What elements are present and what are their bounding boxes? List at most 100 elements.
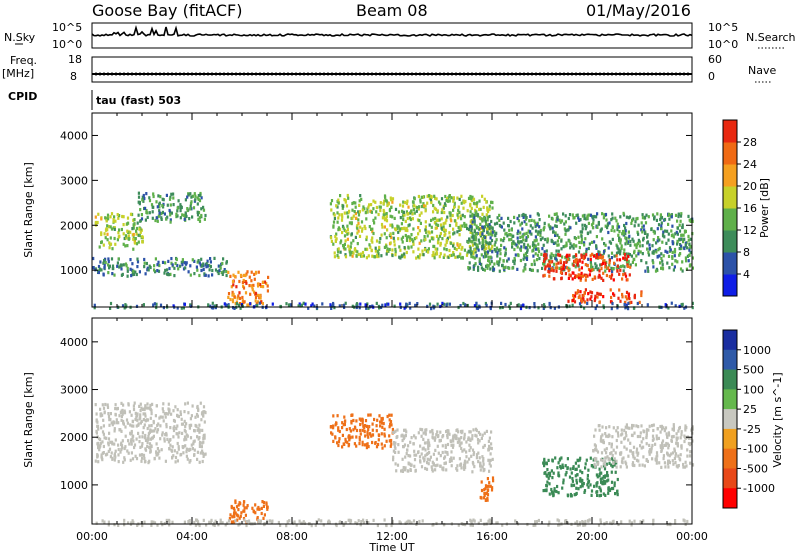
- scatter-cell: [663, 217, 667, 222]
- scatter-cell: [299, 304, 302, 308]
- scatter-cell: [480, 266, 483, 270]
- scatter-cell: [162, 306, 165, 310]
- scatter-cell: [671, 427, 674, 431]
- scatter-cell: [615, 465, 618, 469]
- scatter-cell: [415, 236, 418, 240]
- scatter-cell: [543, 257, 546, 261]
- scatter-cell: [200, 418, 203, 422]
- scatter-cell: [487, 439, 490, 443]
- scatter-cell: [112, 219, 115, 223]
- scatter-cell: [422, 456, 425, 460]
- scatter-cell: [300, 521, 303, 525]
- scatter-cell: [401, 438, 404, 443]
- scatter-cell: [678, 237, 681, 241]
- scatter-cell: [490, 430, 493, 434]
- y-tick-label: 3000: [60, 174, 88, 187]
- scatter-cell: [530, 268, 533, 272]
- scatter-cell: [430, 225, 433, 229]
- scatter-cell: [196, 196, 199, 200]
- scatter-cell: [489, 464, 492, 468]
- scatter-cell: [472, 201, 476, 205]
- scatter-cell: [341, 433, 344, 437]
- scatter-cell: [619, 465, 622, 469]
- scatter-cell: [104, 236, 107, 240]
- scatter-cell: [487, 458, 490, 462]
- scatter-cell: [332, 220, 336, 224]
- scatter-cell: [124, 445, 127, 449]
- scatter-cell: [499, 252, 502, 256]
- scatter-cell: [645, 429, 648, 433]
- scatter-cell: [130, 431, 133, 435]
- scatter-cell: [462, 463, 466, 467]
- scatter-cell: [580, 253, 583, 257]
- scatter-cell: [469, 210, 472, 214]
- scatter-cell: [533, 259, 536, 263]
- scatter-cell: [142, 412, 145, 416]
- scatter-cell: [372, 218, 375, 222]
- colorbar-tick-label: 100: [743, 383, 764, 396]
- scatter-cell: [343, 211, 346, 215]
- scatter-cell: [437, 434, 440, 439]
- scatter-cell: [156, 523, 159, 527]
- scatter-cell: [691, 425, 694, 429]
- scatter-cell: [371, 230, 374, 234]
- scatter-cell: [634, 263, 637, 267]
- scatter-cell: [407, 454, 410, 458]
- scatter-cell: [615, 438, 618, 443]
- scatter-cell: [137, 191, 140, 195]
- scatter-cell: [373, 417, 376, 422]
- scatter-cell: [253, 277, 256, 281]
- scatter-cell: [421, 428, 424, 432]
- scatter-cell: [579, 278, 582, 282]
- scatter-cell: [398, 520, 401, 524]
- scatter-cell: [552, 491, 555, 495]
- scatter-cell: [367, 306, 370, 310]
- scatter-cell: [342, 204, 345, 208]
- scatter-cell: [424, 454, 427, 458]
- scatter-cell: [148, 264, 151, 268]
- scatter-cell: [488, 444, 491, 448]
- scatter-cell: [604, 464, 607, 468]
- scatter-cell: [202, 440, 205, 444]
- scatter-cell: [564, 220, 567, 224]
- scatter-cell: [638, 300, 641, 304]
- scatter-cell: [167, 518, 171, 522]
- scatter-cell: [491, 265, 494, 269]
- scatter-cell: [496, 260, 499, 264]
- scatter-cell: [571, 277, 574, 281]
- scatter-cell: [394, 228, 398, 232]
- scatter-cell: [386, 302, 389, 306]
- scatter-cell: [355, 428, 359, 433]
- scatter-cell: [132, 247, 135, 251]
- scatter-cell: [602, 306, 605, 310]
- scatter-cell: [518, 214, 521, 218]
- scatter-cell: [404, 428, 407, 432]
- scatter-cell: [480, 436, 483, 440]
- scatter-cell: [120, 441, 123, 445]
- scatter-cell: [463, 224, 466, 228]
- scatter-cell: [584, 462, 587, 466]
- scatter-cell: [193, 192, 196, 196]
- scatter-cell: [477, 521, 480, 525]
- scatter-cell: [285, 524, 288, 528]
- scatter-cell: [394, 250, 397, 254]
- scatter-cell: [547, 476, 550, 480]
- scatter-cell: [139, 230, 142, 234]
- scatter-cell: [453, 246, 456, 250]
- scatter-cell: [589, 456, 592, 460]
- scatter-cell: [123, 518, 126, 522]
- scatter-cell: [124, 425, 127, 429]
- scatter-cell: [631, 461, 635, 465]
- scatter-cell: [623, 300, 627, 305]
- scatter-cell: [210, 306, 213, 310]
- scatter-cell: [404, 455, 407, 459]
- scatter-cell: [346, 237, 349, 241]
- scatter-cell: [491, 457, 494, 461]
- scatter-cell: [545, 474, 548, 478]
- scatter-cell: [338, 429, 341, 434]
- scatter-cell: [601, 261, 605, 265]
- scatter-cell: [418, 253, 422, 257]
- scatter-cell: [322, 523, 325, 527]
- scatter-cell: [342, 226, 345, 230]
- scatter-cell: [655, 437, 658, 441]
